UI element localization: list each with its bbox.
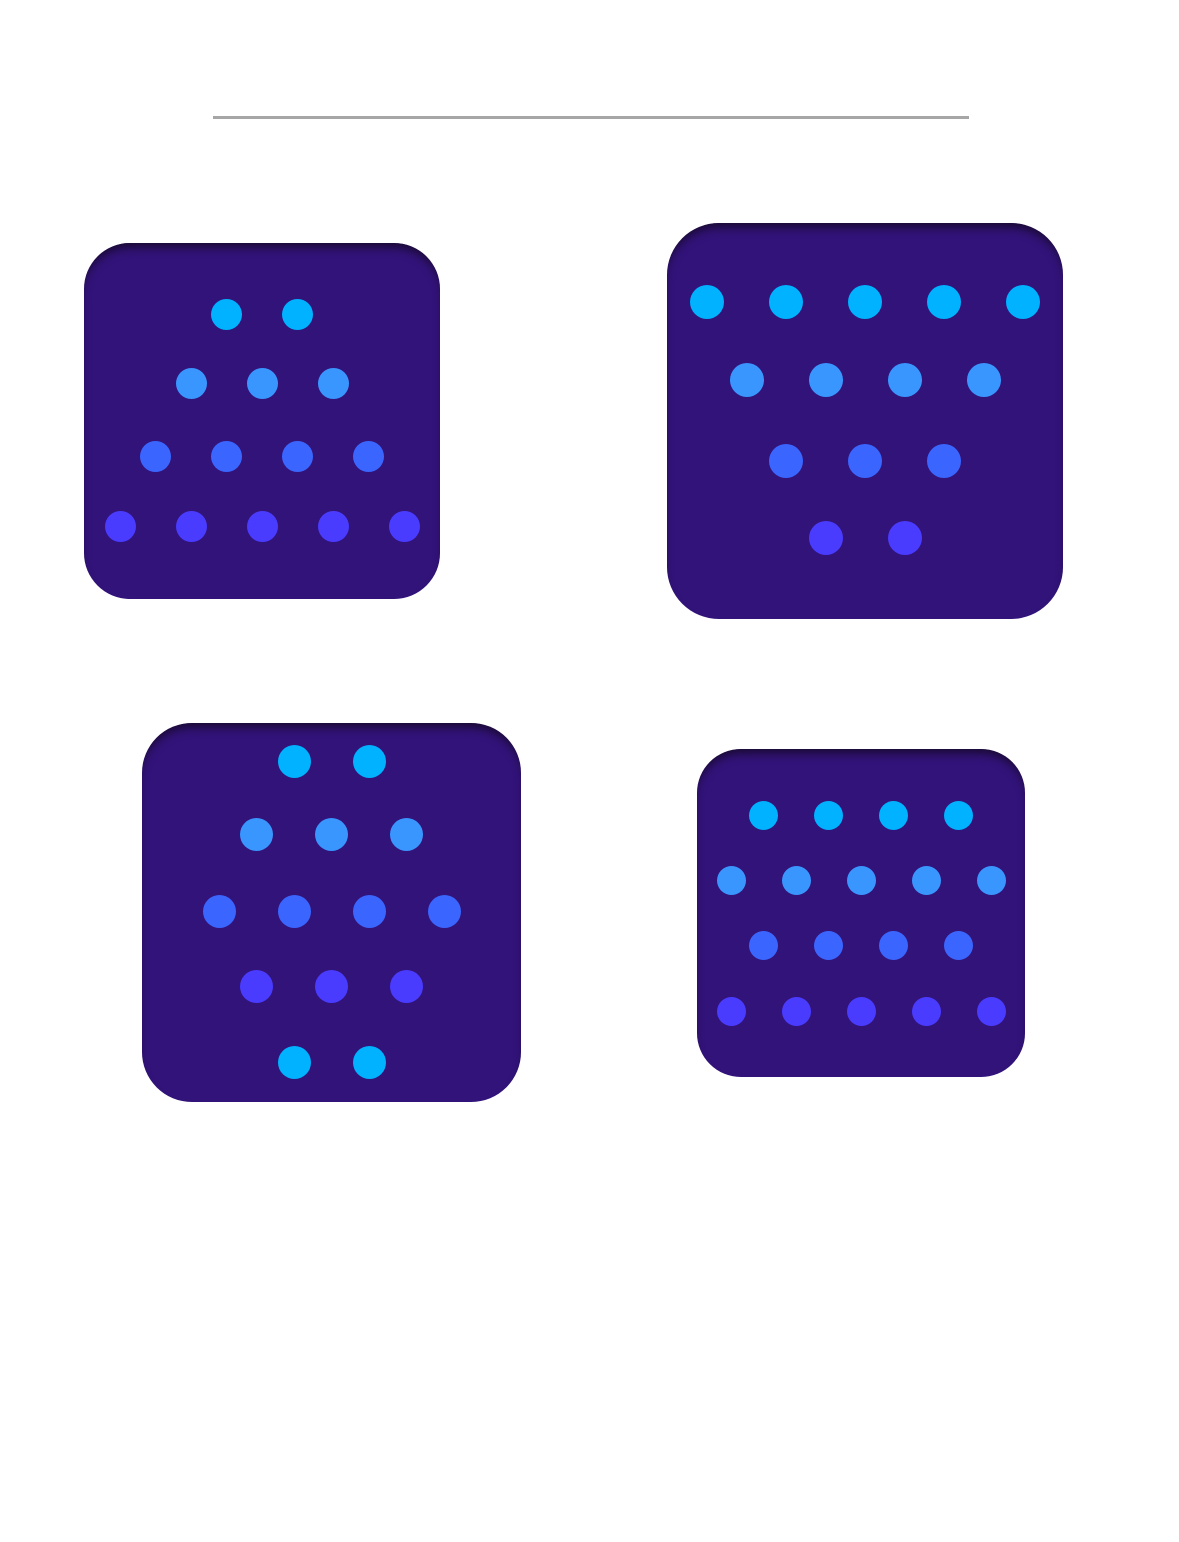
dot bbox=[1006, 285, 1040, 319]
dot bbox=[175, 510, 207, 542]
dot bbox=[202, 894, 236, 928]
dot bbox=[282, 298, 313, 330]
dot bbox=[814, 800, 843, 830]
dot bbox=[246, 367, 278, 399]
dot bbox=[966, 363, 1001, 397]
dot bbox=[427, 894, 461, 928]
dot bbox=[887, 363, 922, 397]
dot bbox=[749, 800, 778, 830]
dot bbox=[104, 510, 136, 542]
dot bbox=[846, 996, 876, 1026]
dot bbox=[781, 996, 811, 1026]
dot bbox=[390, 817, 423, 851]
dot bbox=[317, 367, 349, 399]
dot bbox=[944, 930, 973, 960]
dot bbox=[352, 744, 386, 778]
dot bbox=[282, 440, 313, 472]
dot bbox=[175, 367, 207, 399]
dot bbox=[211, 298, 242, 330]
dot bbox=[716, 996, 746, 1026]
dot bbox=[911, 996, 941, 1026]
dot bbox=[353, 440, 384, 472]
dot bbox=[729, 363, 764, 397]
dot bbox=[808, 363, 843, 397]
dot-card-1 bbox=[84, 243, 440, 599]
dot bbox=[315, 969, 348, 1003]
dot bbox=[716, 865, 746, 895]
dot bbox=[317, 510, 349, 542]
dot bbox=[846, 865, 876, 895]
dot bbox=[848, 444, 882, 478]
dot bbox=[352, 1045, 386, 1079]
dot bbox=[140, 440, 171, 472]
dot bbox=[887, 521, 922, 555]
dot bbox=[246, 510, 278, 542]
dot bbox=[944, 800, 973, 830]
dot bbox=[240, 969, 273, 1003]
dot bbox=[769, 444, 803, 478]
dot bbox=[976, 865, 1006, 895]
dot bbox=[808, 521, 843, 555]
dot bbox=[240, 817, 273, 851]
dot bbox=[277, 1045, 311, 1079]
horizontal-divider bbox=[213, 116, 969, 119]
dot bbox=[976, 996, 1006, 1026]
dot bbox=[352, 894, 386, 928]
dot bbox=[814, 930, 843, 960]
dot bbox=[879, 930, 908, 960]
dot-card-4 bbox=[697, 749, 1025, 1077]
dot bbox=[211, 440, 242, 472]
dot bbox=[769, 285, 803, 319]
dot-card-3 bbox=[142, 723, 521, 1102]
dot bbox=[277, 894, 311, 928]
dot bbox=[879, 800, 908, 830]
dot bbox=[390, 969, 423, 1003]
dot bbox=[927, 444, 961, 478]
dot bbox=[277, 744, 311, 778]
dot bbox=[690, 285, 724, 319]
dot bbox=[781, 865, 811, 895]
dot bbox=[388, 510, 420, 542]
dot bbox=[911, 865, 941, 895]
dot-card-2 bbox=[667, 223, 1063, 619]
dot bbox=[315, 817, 348, 851]
dot bbox=[749, 930, 778, 960]
dot bbox=[927, 285, 961, 319]
dot bbox=[848, 285, 882, 319]
